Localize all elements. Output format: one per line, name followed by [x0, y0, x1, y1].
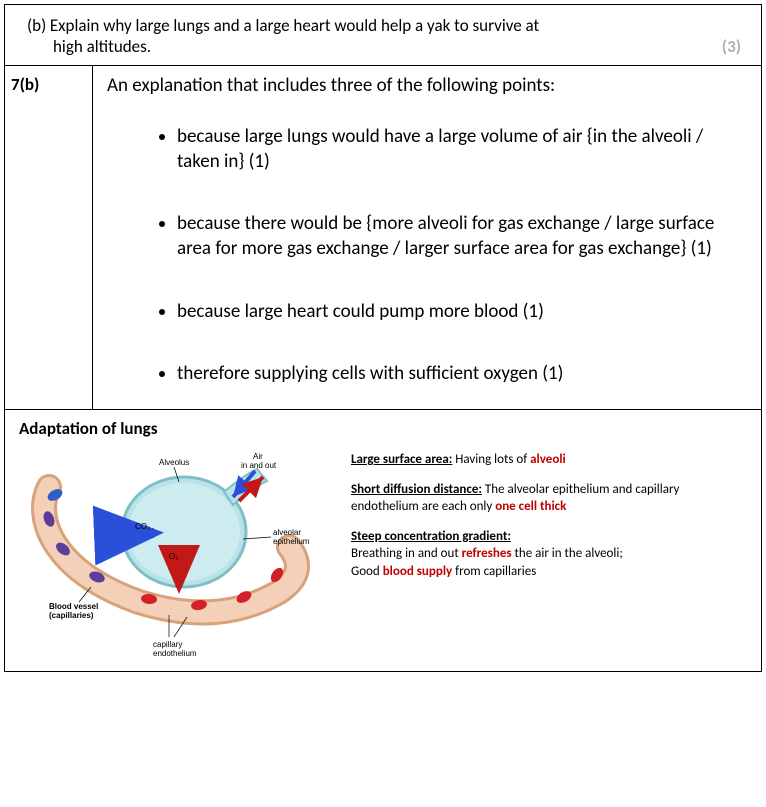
- adaptation-title: Adaptation of lungs: [19, 418, 747, 439]
- note-text: Good: [351, 564, 383, 579]
- diagram-label-o2: O₂: [169, 552, 178, 561]
- answer-body: An explanation that includes three of th…: [93, 66, 761, 409]
- note-label: Large surface area:: [351, 452, 452, 467]
- note-red: refreshes: [462, 546, 512, 561]
- diagram-label-co2: CO₂: [135, 522, 150, 531]
- diagram-label-alv-epi: alveolar epithelium: [273, 528, 310, 546]
- adaptation-section: Adaptation of lungs: [5, 410, 761, 671]
- note-text: the air in the alveoli;: [512, 546, 623, 561]
- note-text: Having lots of: [452, 452, 530, 467]
- note-surface-area: Large surface area: Having lots of alveo…: [351, 451, 747, 469]
- question-label: (b): [27, 15, 46, 36]
- answer-point: therefore supplying cells with sufficien…: [177, 362, 749, 387]
- question-text-2: high altitudes.: [27, 36, 151, 57]
- note-label: Short diffusion distance:: [351, 482, 482, 497]
- note-red: alveoli: [530, 452, 566, 467]
- answer-point: because large heart could pump more bloo…: [177, 300, 749, 325]
- question-line-1: (b) Explain why large lungs and a large …: [27, 15, 739, 36]
- diagram-label-cap-endo: capillary endothelium: [153, 640, 197, 657]
- answer-points-list: because large lungs would have a large v…: [107, 125, 749, 387]
- note-text: Breathing in and out: [351, 546, 462, 561]
- note-text: from capillaries: [452, 564, 536, 579]
- question-box: (b) Explain why large lungs and a large …: [5, 5, 761, 66]
- diagram-label-air: Air in and out: [241, 452, 277, 470]
- adaptation-notes: Large surface area: Having lots of alveo…: [351, 447, 747, 592]
- note-red: one cell thick: [495, 499, 566, 514]
- diagram-label-vessel: Blood vessel (capillaries): [49, 602, 101, 620]
- page-container: (b) Explain why large lungs and a large …: [4, 4, 762, 672]
- marks-label: (3): [722, 36, 741, 57]
- note-gradient: Steep concentration gradient: Breathing …: [351, 528, 747, 581]
- note-label: Steep concentration gradient:: [351, 529, 511, 544]
- note-diffusion-distance: Short diffusion distance: The alveolar e…: [351, 481, 747, 516]
- note-red: blood supply: [383, 564, 453, 579]
- alveolus-diagram: Alveolus Air in and out alveolar epithel…: [19, 447, 339, 657]
- answer-point: because there would be {more alveoli for…: [177, 212, 749, 261]
- answer-point: because large lungs would have a large v…: [177, 125, 749, 174]
- question-text-1b: Explain why large lungs and a large hear…: [50, 15, 539, 36]
- answer-number: 7(b): [5, 66, 93, 409]
- diagram-label-alveolus: Alveolus: [159, 458, 189, 467]
- answer-row: 7(b) An explanation that includes three …: [5, 66, 761, 410]
- adaptation-content: Alveolus Air in and out alveolar epithel…: [19, 447, 747, 657]
- answer-intro: An explanation that includes three of th…: [107, 74, 749, 97]
